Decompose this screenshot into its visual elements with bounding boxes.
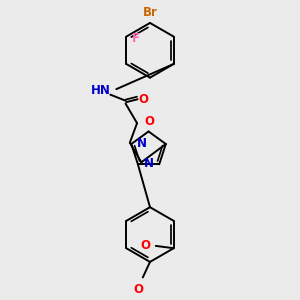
Text: N: N <box>144 157 154 170</box>
Text: O: O <box>138 93 148 106</box>
Text: O: O <box>134 283 143 296</box>
Text: O: O <box>141 239 151 252</box>
Text: O: O <box>144 115 154 128</box>
Text: Br: Br <box>142 7 158 20</box>
Text: N: N <box>136 136 146 150</box>
Text: HN: HN <box>91 84 111 97</box>
Text: F: F <box>132 32 140 44</box>
